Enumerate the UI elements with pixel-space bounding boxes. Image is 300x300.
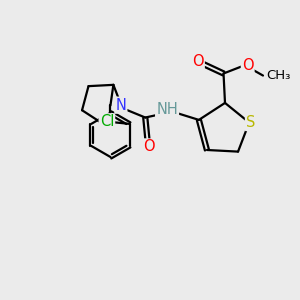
Text: N: N (116, 98, 126, 113)
Text: O: O (242, 58, 254, 73)
Text: NH: NH (156, 102, 178, 117)
Text: S: S (246, 115, 255, 130)
Text: O: O (143, 140, 155, 154)
Text: Cl: Cl (100, 114, 114, 129)
Text: O: O (192, 54, 204, 69)
Text: CH₃: CH₃ (266, 69, 291, 82)
